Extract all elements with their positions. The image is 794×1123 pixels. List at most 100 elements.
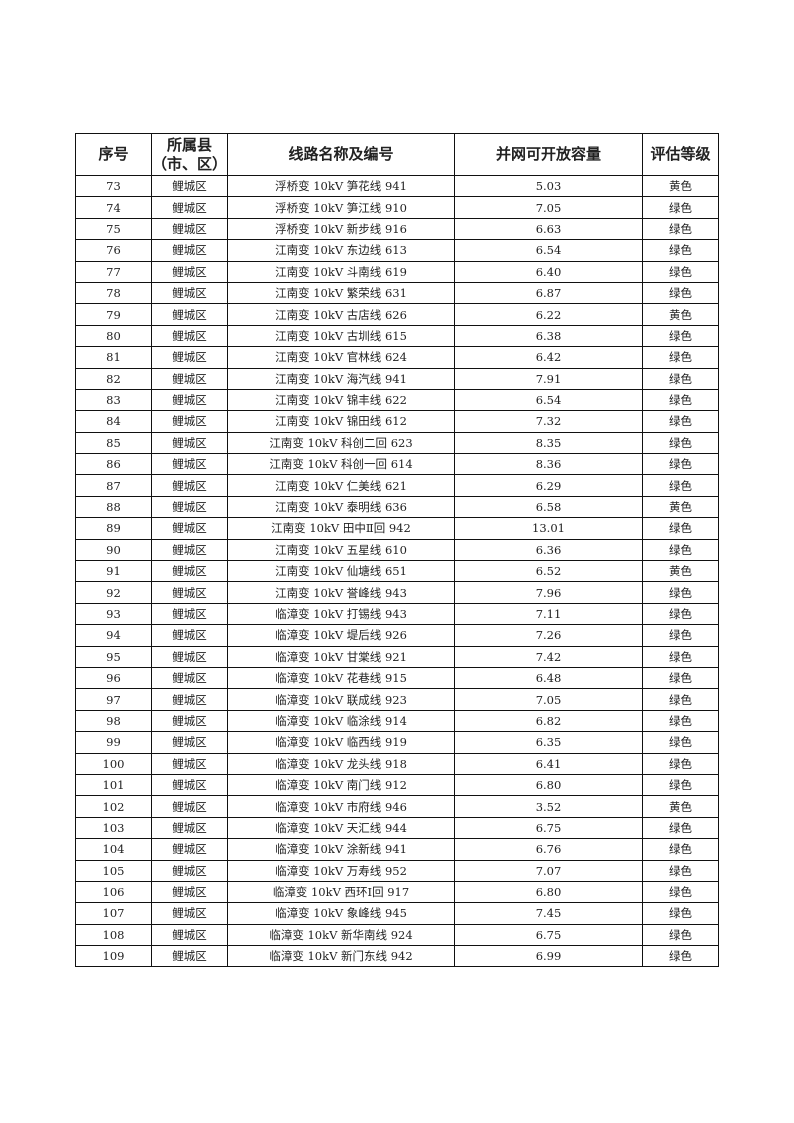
cell-capacity: 7.32 <box>454 410 643 433</box>
cell-capacity: 7.11 <box>454 602 643 626</box>
cell-no: 85 <box>75 431 152 455</box>
cell-no: 98 <box>75 709 152 733</box>
table-row: 82 鲤城区 江南变 10kV 海汽线 941 7.91 绿色 <box>75 367 719 390</box>
cell-county: 鲤城区 <box>151 281 228 305</box>
cell-line-name: 江南变 10kV 科创二回 623 <box>227 431 455 455</box>
table-row: 78 鲤城区 江南变 10kV 繁荣线 631 6.87 绿色 <box>75 281 719 305</box>
cell-no: 102 <box>75 795 152 818</box>
cell-line-name: 江南变 10kV 斗南线 619 <box>227 260 455 283</box>
cell-no: 96 <box>75 666 152 690</box>
cell-line-name: 临漳变 10kV 花巷线 915 <box>227 666 455 690</box>
cell-grade: 绿色 <box>642 773 719 797</box>
cell-county: 鲤城区 <box>151 709 228 733</box>
cell-grade: 绿色 <box>642 431 719 455</box>
cell-line-name: 江南变 10kV 科创一回 614 <box>227 453 455 476</box>
table-row: 106 鲤城区 临漳变 10kV 西环Ⅰ回 917 6.80 绿色 <box>75 880 719 904</box>
table-row: 101 鲤城区 临漳变 10kV 南门线 912 6.80 绿色 <box>75 773 719 797</box>
cell-capacity: 6.54 <box>454 388 643 412</box>
cell-grade: 绿色 <box>642 624 719 647</box>
cell-no: 74 <box>75 196 152 219</box>
cell-grade: 黄色 <box>642 303 719 326</box>
cell-no: 101 <box>75 773 152 797</box>
cell-no: 105 <box>75 859 152 882</box>
cell-county: 鲤城区 <box>151 624 228 647</box>
cell-line-name: 江南变 10kV 仙塘线 651 <box>227 560 455 583</box>
cell-grade: 黄色 <box>642 174 719 198</box>
cell-capacity: 6.63 <box>454 217 643 241</box>
capacity-table: 序号 所属县 （市、区） 线路名称及编号 并网可开放容量 评估等级 73 鲤城区浮… <box>75 133 719 968</box>
cell-grade: 黄色 <box>642 560 719 583</box>
table-row: 73 鲤城区 浮桥变 10kV 笋花线 941 5.03 黄色 <box>75 174 719 198</box>
cell-line-name: 临漳变 10kV 新门东线 942 <box>227 945 455 968</box>
cell-no: 106 <box>75 880 152 904</box>
table-row: 77 鲤城区 江南变 10kV 斗南线 619 6.40 绿色 <box>75 260 719 283</box>
cell-county: 鲤城区 <box>151 196 228 219</box>
cell-grade: 绿色 <box>642 709 719 733</box>
cell-line-name: 临漳变 10kV 万寿线 952 <box>227 859 455 882</box>
cell-county: 鲤城区 <box>151 474 228 497</box>
cell-county: 鲤城区 <box>151 346 228 369</box>
cell-county: 鲤城区 <box>151 923 228 947</box>
cell-grade: 绿色 <box>642 688 719 711</box>
table-row: 74 鲤城区 浮桥变 10kV 笋江线 910 7.05 绿色 <box>75 196 719 219</box>
table-row: 85 鲤城区 江南变 10kV 科创二回 623 8.35 绿色 <box>75 431 719 455</box>
cell-no: 97 <box>75 688 152 711</box>
table-row: 103 鲤城区 临漳变 10kV 天汇线 944 6.75 绿色 <box>75 816 719 840</box>
cell-grade: 绿色 <box>642 859 719 882</box>
cell-grade: 绿色 <box>642 410 719 433</box>
cell-no: 73 <box>75 174 152 198</box>
cell-line-name: 临漳变 10kV 堤后线 926 <box>227 624 455 647</box>
cell-capacity: 7.91 <box>454 367 643 390</box>
cell-grade: 绿色 <box>642 752 719 775</box>
cell-line-name: 浮桥变 10kV 新步线 916 <box>227 217 455 241</box>
cell-capacity: 13.01 <box>454 517 643 540</box>
cell-line-name: 浮桥变 10kV 笋江线 910 <box>227 196 455 219</box>
cell-capacity: 7.45 <box>454 902 643 925</box>
table-row: 107 鲤城区 临漳变 10kV 象峰线 945 7.45 绿色 <box>75 902 719 925</box>
cell-county: 鲤城区 <box>151 303 228 326</box>
cell-capacity: 7.96 <box>454 581 643 604</box>
cell-line-name: 江南变 10kV 田中Ⅱ回 942 <box>227 517 455 540</box>
cell-capacity: 6.76 <box>454 838 643 861</box>
cell-no: 100 <box>75 752 152 775</box>
cell-no: 90 <box>75 538 152 562</box>
cell-line-name: 江南变 10kV 繁荣线 631 <box>227 281 455 305</box>
table-row: 99 鲤城区 临漳变 10kV 临西线 919 6.35 绿色 <box>75 731 719 754</box>
cell-capacity: 6.99 <box>454 945 643 968</box>
cell-line-name: 临漳变 10kV 市府线 946 <box>227 795 455 818</box>
cell-no: 89 <box>75 517 152 540</box>
table-row: 75 鲤城区 浮桥变 10kV 新步线 916 6.63 绿色 <box>75 217 719 241</box>
cell-grade: 绿色 <box>642 666 719 690</box>
cell-county: 鲤城区 <box>151 217 228 241</box>
cell-line-name: 江南变 10kV 海汽线 941 <box>227 367 455 390</box>
cell-line-name: 江南变 10kV 锦田线 612 <box>227 410 455 433</box>
cell-capacity: 6.80 <box>454 880 643 904</box>
cell-line-name: 临漳变 10kV 临西线 919 <box>227 731 455 754</box>
cell-county: 鲤城区 <box>151 795 228 818</box>
cell-grade: 绿色 <box>642 388 719 412</box>
table-row: 109 鲤城区 临漳变 10kV 新门东线 942 6.99 绿色 <box>75 945 719 968</box>
cell-grade: 绿色 <box>642 923 719 947</box>
cell-line-name: 江南变 10kV 仁美线 621 <box>227 474 455 497</box>
cell-grade: 绿色 <box>642 217 719 241</box>
cell-no: 79 <box>75 303 152 326</box>
cell-grade: 绿色 <box>642 453 719 476</box>
cell-grade: 绿色 <box>642 517 719 540</box>
cell-line-name: 江南变 10kV 官林线 624 <box>227 346 455 369</box>
cell-grade: 绿色 <box>642 324 719 348</box>
cell-county: 鲤城区 <box>151 859 228 882</box>
cell-grade: 绿色 <box>642 880 719 904</box>
cell-county: 鲤城区 <box>151 945 228 968</box>
cell-capacity: 7.05 <box>454 688 643 711</box>
cell-no: 88 <box>75 495 152 519</box>
table-row: 102 鲤城区 临漳变 10kV 市府线 946 3.52 黄色 <box>75 795 719 818</box>
cell-county: 鲤城区 <box>151 538 228 562</box>
cell-line-name: 临漳变 10kV 天汇线 944 <box>227 816 455 840</box>
cell-capacity: 7.07 <box>454 859 643 882</box>
cell-grade: 绿色 <box>642 581 719 604</box>
cell-capacity: 6.48 <box>454 666 643 690</box>
cell-county: 鲤城区 <box>151 838 228 861</box>
cell-grade: 绿色 <box>642 260 719 283</box>
cell-no: 83 <box>75 388 152 412</box>
cell-no: 94 <box>75 624 152 647</box>
